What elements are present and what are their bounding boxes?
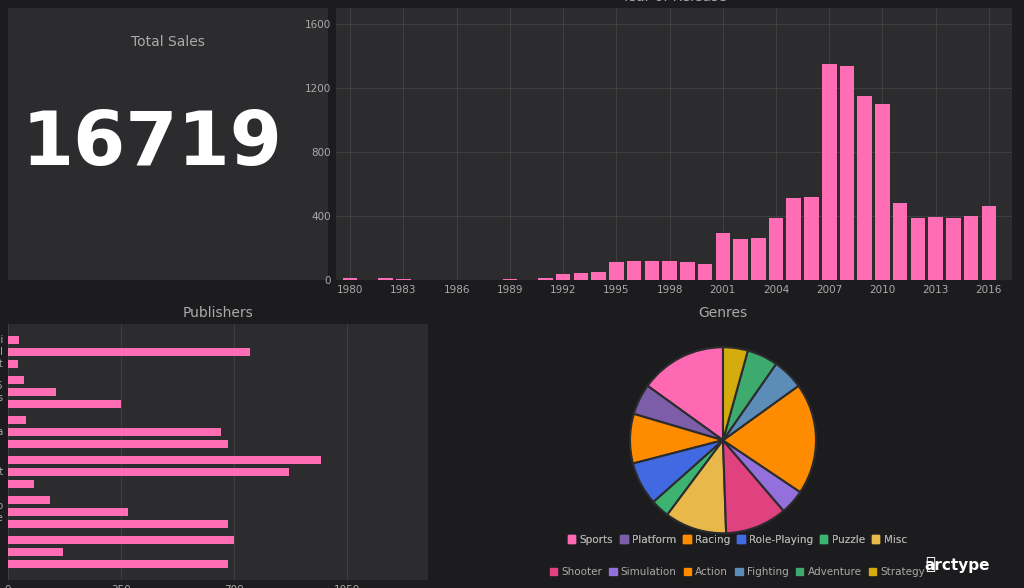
Bar <box>556 274 570 280</box>
Bar <box>8 547 62 556</box>
Legend: Sports, Platform, Racing, Role-Playing, Puzzle, Misc: Sports, Platform, Racing, Role-Playing, … <box>568 534 906 544</box>
Bar <box>644 261 659 280</box>
Bar <box>8 376 25 385</box>
Wedge shape <box>723 350 776 440</box>
Wedge shape <box>633 440 723 502</box>
Bar <box>8 387 56 396</box>
Bar <box>946 218 961 280</box>
Bar <box>716 233 730 280</box>
Bar <box>8 520 227 529</box>
Wedge shape <box>630 414 723 463</box>
Bar <box>893 203 907 280</box>
Bar <box>8 427 221 436</box>
Bar <box>840 66 854 280</box>
Bar <box>804 197 819 280</box>
Title: Year of Release: Year of Release <box>622 0 727 4</box>
Bar <box>857 96 872 280</box>
Bar <box>733 239 748 280</box>
Bar <box>503 279 517 280</box>
Bar <box>8 560 227 569</box>
Bar <box>591 272 606 280</box>
Bar <box>8 507 128 516</box>
Wedge shape <box>723 364 799 440</box>
Bar <box>769 218 783 280</box>
Wedge shape <box>634 386 723 440</box>
Bar <box>751 238 766 280</box>
Title: Genres: Genres <box>698 306 748 320</box>
Bar <box>680 262 694 280</box>
Bar <box>982 206 996 280</box>
Bar <box>8 400 121 409</box>
Wedge shape <box>723 440 783 533</box>
Bar <box>8 536 234 544</box>
Bar <box>663 261 677 280</box>
Legend: Shooter, Simulation, Action, Fighting, Adventure, Strategy: Shooter, Simulation, Action, Fighting, A… <box>550 567 925 577</box>
Bar <box>8 496 50 505</box>
Bar <box>8 336 19 345</box>
Text: 16719: 16719 <box>22 108 283 181</box>
Title: Publishers: Publishers <box>182 306 253 320</box>
Bar <box>8 348 250 356</box>
Wedge shape <box>653 440 723 514</box>
Bar <box>396 279 411 280</box>
Wedge shape <box>668 440 726 533</box>
Bar <box>8 360 17 369</box>
Bar <box>910 218 926 280</box>
Bar <box>8 467 289 476</box>
Text: arctype: arctype <box>925 558 990 573</box>
Bar <box>964 216 979 280</box>
Bar <box>822 64 837 280</box>
Bar <box>8 480 34 489</box>
Bar <box>573 273 588 280</box>
Text: Total Sales: Total Sales <box>131 35 205 49</box>
Wedge shape <box>723 386 816 492</box>
Bar <box>8 456 322 465</box>
Bar <box>8 416 26 425</box>
Bar <box>786 198 801 280</box>
Wedge shape <box>723 348 748 440</box>
Bar <box>929 217 943 280</box>
Bar <box>379 278 393 280</box>
Bar <box>8 440 227 449</box>
Bar <box>538 278 553 280</box>
Text: ⦾: ⦾ <box>925 555 935 573</box>
Bar <box>697 265 713 280</box>
Wedge shape <box>723 440 800 511</box>
Bar <box>627 261 641 280</box>
Wedge shape <box>647 348 723 440</box>
Bar <box>609 262 624 280</box>
Bar <box>343 278 357 280</box>
Bar <box>876 104 890 280</box>
